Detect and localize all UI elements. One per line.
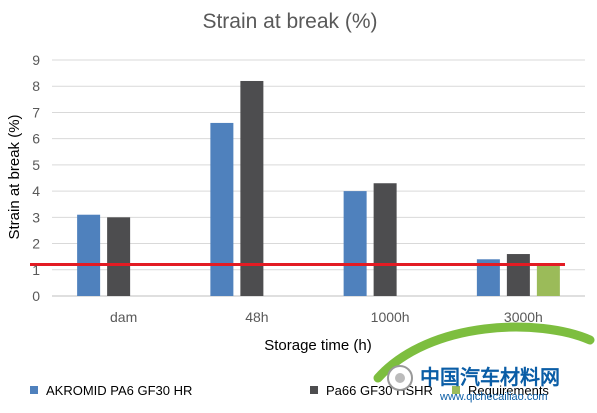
bar-3000h-series-1 (476, 259, 500, 296)
x-tick-label-48h: 48h (245, 309, 268, 325)
y-tick-label-7: 7 (32, 104, 40, 120)
bar-48h-series-2 (240, 80, 264, 296)
y-tick-label-6: 6 (32, 131, 40, 147)
watermark-logo: 中国汽车材料网 www.qichecailiao.com (373, 322, 595, 403)
bar-3000h-series-3 (536, 264, 560, 296)
bar-1000h-series-2 (373, 183, 397, 296)
y-tick-label-8: 8 (32, 78, 40, 94)
y-tick-label-4: 4 (32, 183, 40, 199)
bar-1000h-series-1 (343, 191, 367, 296)
y-tick-label-5: 5 (32, 157, 40, 173)
gridlines (52, 59, 585, 297)
chart-title: Strain at break (%) (202, 10, 377, 33)
y-tick-label-2: 2 (32, 236, 40, 252)
svg-text:www.qichecailiao.com: www.qichecailiao.com (439, 391, 548, 403)
legend-swatch-2 (310, 386, 318, 394)
bar-3000h-series-2 (506, 254, 530, 296)
y-tick-labels: 0 1 2 3 4 5 6 7 8 9 (32, 52, 40, 304)
legend-swatch-3 (452, 386, 460, 394)
bar-dam-series-1 (77, 214, 101, 296)
y-tick-label-9: 9 (32, 52, 40, 68)
x-tick-label-3000h: 3000h (504, 309, 543, 325)
y-tick-label-3: 3 (32, 209, 40, 225)
legend: AKROMID PA6 GF30 HR Pa66 GF30 HSHR Require… (30, 383, 549, 398)
x-tick-labels: dam 48h 1000h 3000h (110, 309, 543, 325)
legend-label-1: AKROMID PA6 GF30 HR (46, 383, 192, 398)
y-tick-label-0: 0 (32, 288, 40, 304)
y-axis-title: Strain at break (%) (6, 114, 23, 239)
y-tick-label-1: 1 (32, 262, 40, 278)
x-tick-label-dam: dam (110, 309, 137, 325)
bar-48h-series-1 (210, 122, 234, 296)
legend-swatch-1 (30, 386, 38, 394)
bar-dam-series-2 (107, 217, 131, 296)
legend-label-3: Requirements (468, 383, 549, 398)
x-tick-label-1000h: 1000h (371, 309, 410, 325)
svg-text:中国汽车材料网: 中国汽车材料网 (420, 365, 560, 389)
x-axis-title: Storage time (h) (264, 337, 372, 354)
legend-label-2: Pa66 GF30 HSHR (326, 383, 433, 398)
bars-group (77, 80, 560, 296)
